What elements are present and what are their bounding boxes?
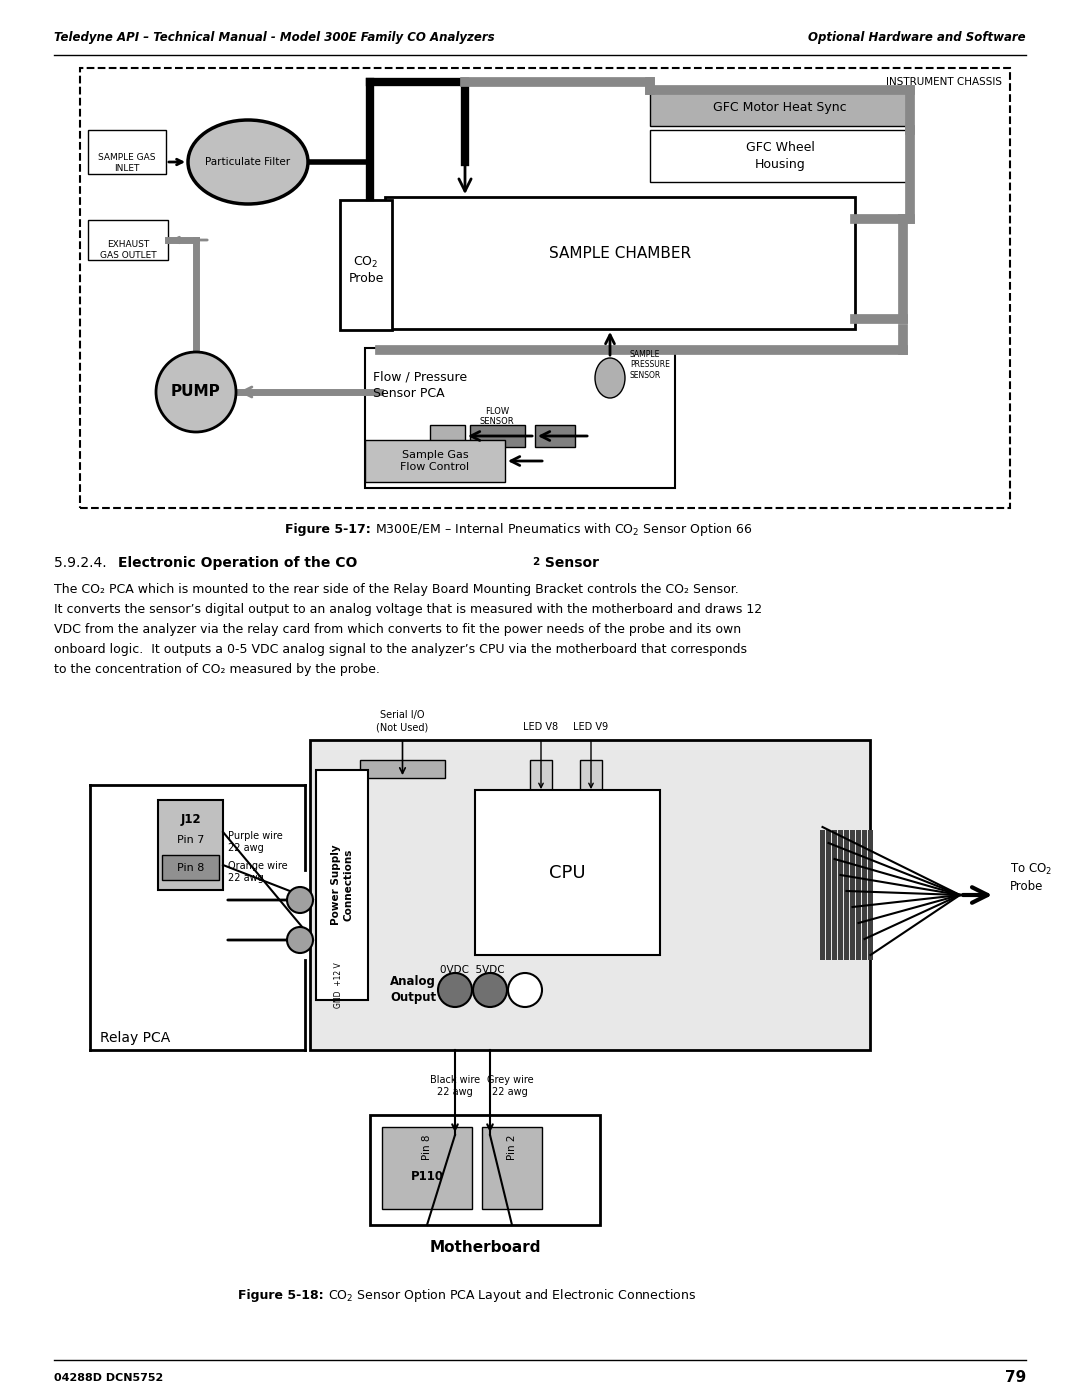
Bar <box>310 740 870 1051</box>
Text: 79: 79 <box>1004 1370 1026 1386</box>
Text: Purple wire
22 awg: Purple wire 22 awg <box>228 831 283 852</box>
Bar <box>482 1127 542 1208</box>
Ellipse shape <box>156 352 237 432</box>
Text: Electronic Operation of the CO: Electronic Operation of the CO <box>118 556 357 570</box>
Text: SAMPLE GAS
INLET: SAMPLE GAS INLET <box>98 154 156 173</box>
Text: Figure 5-18:: Figure 5-18: <box>238 1288 324 1302</box>
Bar <box>370 1115 600 1225</box>
Text: The CO₂ PCA which is mounted to the rear side of the Relay Board Mounting Bracke: The CO₂ PCA which is mounted to the rear… <box>54 584 739 597</box>
Text: FLOW
SENSOR: FLOW SENSOR <box>480 407 514 426</box>
Circle shape <box>473 972 507 1007</box>
Bar <box>868 830 873 960</box>
Text: P110: P110 <box>410 1169 444 1182</box>
Text: PUMP: PUMP <box>171 384 221 400</box>
Bar <box>820 830 825 960</box>
Text: LED V8: LED V8 <box>524 722 558 732</box>
Text: Relay PCA: Relay PCA <box>100 1031 171 1045</box>
Text: CPU: CPU <box>550 863 585 882</box>
Text: Figure 5-17:: Figure 5-17: <box>285 524 370 536</box>
Bar <box>365 440 505 482</box>
Bar <box>158 800 222 890</box>
Text: LED V9: LED V9 <box>573 722 608 732</box>
Text: onboard logic.  It outputs a 0-5 VDC analog signal to the analyzer’s CPU via the: onboard logic. It outputs a 0-5 VDC anal… <box>54 644 747 657</box>
Text: CO$_2$
Probe: CO$_2$ Probe <box>349 254 383 285</box>
Circle shape <box>438 972 472 1007</box>
Bar <box>80 68 1010 509</box>
Bar <box>826 830 831 960</box>
Text: Grey wire
22 awg: Grey wire 22 awg <box>487 1076 534 1097</box>
Text: Power Supply
Connections: Power Supply Connections <box>330 845 353 925</box>
Ellipse shape <box>595 358 625 398</box>
Text: to the concentration of CO₂ measured by the probe.: to the concentration of CO₂ measured by … <box>54 664 380 676</box>
Text: CO$_2$ Sensor Option PCA Layout and Electronic Connections: CO$_2$ Sensor Option PCA Layout and Elec… <box>328 1287 697 1303</box>
Text: Orange wire
22 awg: Orange wire 22 awg <box>228 861 287 883</box>
Text: Pin 8: Pin 8 <box>177 863 204 873</box>
Text: Motherboard: Motherboard <box>429 1239 541 1255</box>
Bar <box>365 348 675 488</box>
Circle shape <box>287 928 313 953</box>
Text: Pin 8: Pin 8 <box>422 1134 432 1160</box>
Text: Optional Hardware and Software: Optional Hardware and Software <box>808 32 1026 45</box>
Text: GFC Motor Heat Sync: GFC Motor Heat Sync <box>713 102 847 115</box>
Ellipse shape <box>188 120 308 204</box>
Text: 04288D DCN5752: 04288D DCN5752 <box>54 1373 163 1383</box>
Text: Flow / Pressure
Sensor PCA: Flow / Pressure Sensor PCA <box>373 370 468 400</box>
Bar <box>87 219 168 260</box>
Text: Black wire
22 awg: Black wire 22 awg <box>430 1076 481 1097</box>
Bar <box>430 425 465 447</box>
Bar <box>838 830 843 960</box>
Text: SAMPLE CHAMBER: SAMPLE CHAMBER <box>549 246 691 260</box>
Bar <box>650 130 910 182</box>
Bar <box>832 830 837 960</box>
Text: Serial I/O
(Not Used): Serial I/O (Not Used) <box>376 711 429 732</box>
Circle shape <box>287 887 313 914</box>
Text: 0VDC  5VDC: 0VDC 5VDC <box>441 965 504 975</box>
Text: Sensor: Sensor <box>540 556 599 570</box>
Text: 2: 2 <box>532 557 539 567</box>
Bar <box>87 130 166 175</box>
Bar <box>530 760 552 792</box>
Bar <box>475 789 660 956</box>
Text: Particulate Filter: Particulate Filter <box>205 156 291 168</box>
Text: To CO$_2$
Probe: To CO$_2$ Probe <box>1010 862 1052 893</box>
Bar <box>470 425 525 447</box>
Text: Analog
Output: Analog Output <box>390 975 436 1004</box>
Bar <box>650 89 910 126</box>
Text: Teledyne API – Technical Manual - Model 300E Family CO Analyzers: Teledyne API – Technical Manual - Model … <box>54 32 495 45</box>
Bar <box>843 830 849 960</box>
Bar <box>850 830 855 960</box>
Text: It converts the sensor’s digital output to an analog voltage that is measured wi: It converts the sensor’s digital output … <box>54 604 762 616</box>
Bar <box>316 770 368 1000</box>
Bar <box>382 1127 472 1208</box>
Text: EXHAUST
GAS OUTLET: EXHAUST GAS OUTLET <box>99 240 157 260</box>
Bar <box>862 830 867 960</box>
Bar <box>430 447 465 462</box>
Text: GFC Wheel
Housing: GFC Wheel Housing <box>745 141 814 170</box>
Text: Sample Gas
Flow Control: Sample Gas Flow Control <box>401 450 470 472</box>
Bar <box>340 200 392 330</box>
Text: J12: J12 <box>180 813 201 827</box>
Bar <box>360 760 445 778</box>
Text: VDC from the analyzer via the relay card from which converts to fit the power ne: VDC from the analyzer via the relay card… <box>54 623 741 637</box>
Circle shape <box>508 972 542 1007</box>
Text: Pin 7: Pin 7 <box>177 835 204 845</box>
Text: Pin 2: Pin 2 <box>507 1134 517 1160</box>
Bar <box>384 197 855 330</box>
Text: M300E/EM – Internal Pneumatics with CO$_2$ Sensor Option 66: M300E/EM – Internal Pneumatics with CO$_… <box>375 521 753 538</box>
Bar <box>856 830 861 960</box>
Text: INSTRUMENT CHASSIS: INSTRUMENT CHASSIS <box>886 77 1002 87</box>
Bar <box>162 855 219 880</box>
Text: SAMPLE
PRESSURE
SENSOR: SAMPLE PRESSURE SENSOR <box>630 351 670 380</box>
Text: GND  +12 V: GND +12 V <box>334 963 343 1007</box>
Bar <box>580 760 602 792</box>
Text: 5.9.2.4.: 5.9.2.4. <box>54 556 116 570</box>
Bar <box>535 425 575 447</box>
